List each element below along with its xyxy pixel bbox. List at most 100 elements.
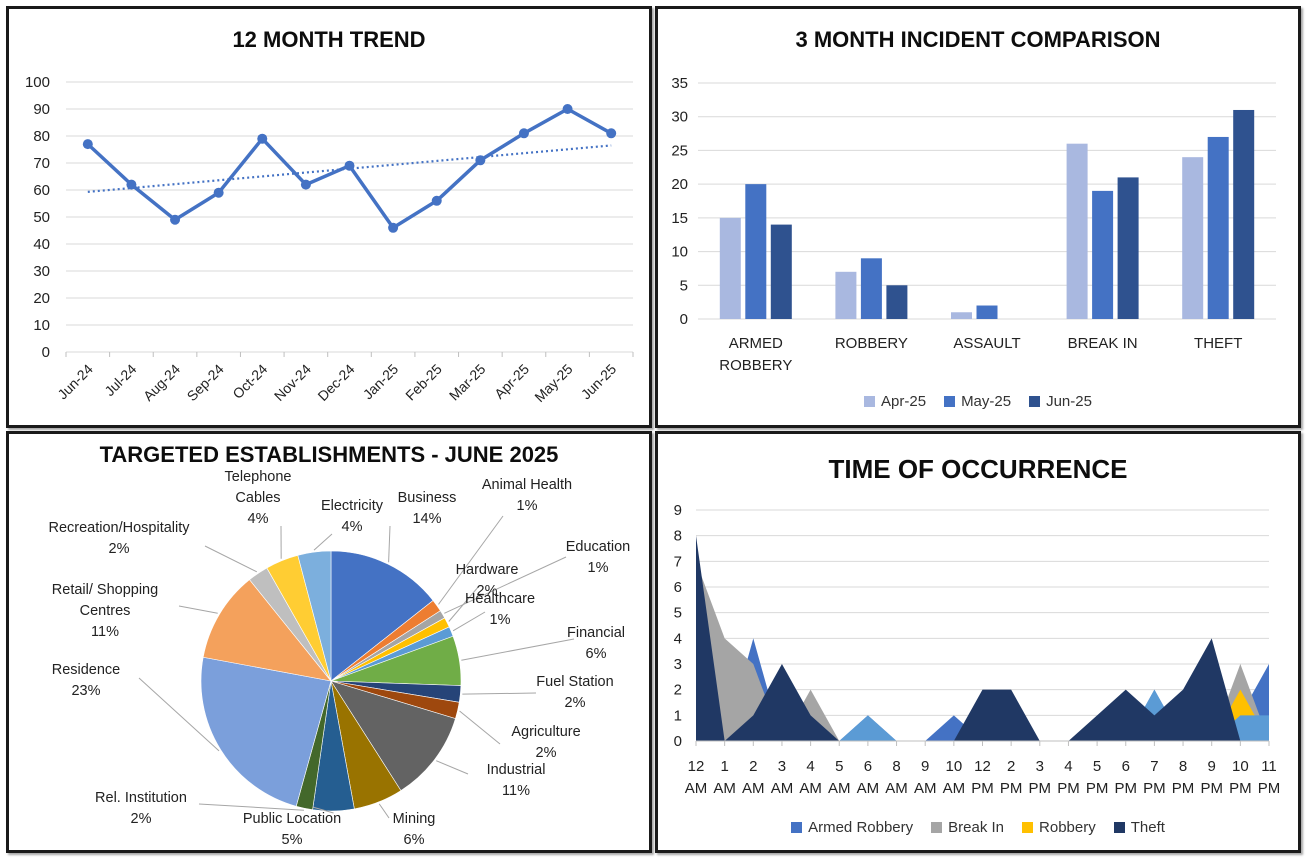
leader-line <box>138 677 220 752</box>
y-tick-label: 60 <box>33 182 50 199</box>
legend-label: Robbery <box>1039 819 1096 836</box>
time-chart: 012345678912AM1AM2AM3AM4AM5AM6AM8AM9AM10… <box>674 502 1281 797</box>
pie-label-name: Recreation/Hospitality <box>48 520 190 536</box>
legend-item-may: May-25 <box>944 393 1011 410</box>
legend-label: Jun-25 <box>1046 393 1092 410</box>
legend-swatch <box>1029 396 1041 407</box>
trend-point <box>562 104 573 114</box>
legend-item-theft: Theft <box>1113 819 1165 836</box>
trend-point <box>213 187 224 198</box>
y-tick-label: 3 <box>674 656 682 673</box>
x-tick-label: PM <box>1200 780 1223 797</box>
pie-label-pct: 1% <box>588 560 609 576</box>
leader-line <box>204 545 258 573</box>
pie-label-name: Mining <box>393 811 436 827</box>
pie-label-pct: 11% <box>91 624 119 640</box>
x-tick-label: 3 <box>778 758 786 775</box>
pie-label-line: Animal Health <box>482 477 572 493</box>
y-tick-label: 40 <box>33 236 50 253</box>
x-tick-label: AM <box>857 780 880 797</box>
establishments-title: TARGETED ESTABLISHMENTS - JUNE 2025 <box>99 442 559 467</box>
pie-label-name: Rel. Institution <box>95 790 187 806</box>
bar <box>835 271 857 319</box>
y-tick-label: 8 <box>674 528 682 545</box>
trend-point <box>475 155 486 166</box>
x-tick-label: Jan-25 <box>360 361 402 403</box>
legend-swatch <box>864 396 876 407</box>
leader-line <box>461 638 575 661</box>
leader-line <box>378 803 390 819</box>
pie-label-line: Public Location <box>243 811 341 827</box>
bar <box>1092 190 1114 319</box>
x-tick-label: 12 <box>974 758 991 775</box>
x-tick-label: AM <box>914 780 937 797</box>
y-tick-label: 5 <box>680 277 688 294</box>
x-tick-label: AM <box>943 780 966 797</box>
pie-label-pct: 4% <box>248 511 269 527</box>
x-tick-label: 11 <box>1261 758 1277 775</box>
y-tick-label: 6 <box>674 579 682 596</box>
leader-line <box>448 585 480 622</box>
y-tick-label: 5 <box>674 605 682 622</box>
x-tick-label: Jun-25 <box>578 361 620 403</box>
x-tick-label: Nov-24 <box>271 361 314 404</box>
pie-label-pct: 5% <box>282 832 303 848</box>
trend-title: 12 MONTH TREND <box>232 27 426 52</box>
pie-label-name: Agriculture <box>511 724 580 740</box>
x-tick-label: 3 <box>1036 758 1044 775</box>
leader-line <box>388 525 391 563</box>
x-tick-label: PM <box>1143 780 1166 797</box>
y-tick-label: 10 <box>33 317 50 334</box>
x-tick-label: PM <box>1000 780 1023 797</box>
legend-swatch <box>1113 822 1125 833</box>
x-tick-label: ARMED <box>729 335 783 352</box>
x-tick-label: AM <box>713 780 736 797</box>
pie-label-pct: 2% <box>109 541 130 557</box>
pie-label-line: Hardware <box>456 562 519 578</box>
pie-label-line: Electricity <box>321 498 384 514</box>
leader-line <box>313 533 333 551</box>
x-tick-label: PM <box>1115 780 1138 797</box>
pie-label-name: Industrial <box>487 762 546 778</box>
pie-label-line: Telephone <box>225 469 292 485</box>
trend-point <box>300 179 311 190</box>
x-tick-label: 7 <box>1150 758 1158 775</box>
x-tick-label: Sep-24 <box>184 361 227 404</box>
x-tick-label: ASSAULT <box>953 335 1020 352</box>
y-tick-label: 9 <box>674 502 682 519</box>
y-tick-label: 1 <box>674 707 682 724</box>
comparison-panel: 3 MONTH INCIDENT COMPARISON 0 5 10 15 20 25 30… <box>655 6 1301 428</box>
bar <box>1066 143 1088 319</box>
pie-label-line: Retail/ Shopping <box>52 582 158 598</box>
legend-item-break-in: Break In <box>931 819 1004 836</box>
x-tick-label: Oct-24 <box>229 361 270 402</box>
pie-label-line: Healthcare <box>465 591 535 607</box>
pie-label-name: Fuel Station <box>536 674 613 690</box>
leader-line <box>444 556 567 614</box>
pie-label-pct: 2% <box>565 695 586 711</box>
x-tick-label: PM <box>1258 780 1281 797</box>
pie-label-name: Telephone Cables <box>225 469 292 506</box>
area-series <box>696 535 1269 741</box>
pie-label-name: Animal Health <box>482 477 572 493</box>
bar <box>976 305 998 319</box>
x-tick-label: Jun-24 <box>54 361 96 403</box>
legend-swatch <box>931 822 943 833</box>
trend-point <box>126 179 137 190</box>
pie-label-pct: 23% <box>71 683 100 699</box>
x-tick-label: PM <box>971 780 994 797</box>
y-tick-label: 4 <box>674 630 682 647</box>
x-tick-label: 5 <box>835 758 843 775</box>
x-tick-label: PM <box>1029 780 1052 797</box>
pie-label-pct: 2% <box>536 745 557 761</box>
x-tick-label: Dec-24 <box>314 361 357 404</box>
y-tick-label: 0 <box>42 344 50 361</box>
pie-label-line: Agriculture <box>511 724 580 740</box>
x-tick-label: PM <box>1172 780 1195 797</box>
y-tick-label: 30 <box>671 109 688 126</box>
pie-label-name: Healthcare <box>465 591 535 607</box>
legend-label: Apr-25 <box>881 393 927 410</box>
leader-line <box>178 605 218 614</box>
x-tick-label: PM <box>1057 780 1080 797</box>
y-tick-label: 80 <box>33 128 50 145</box>
